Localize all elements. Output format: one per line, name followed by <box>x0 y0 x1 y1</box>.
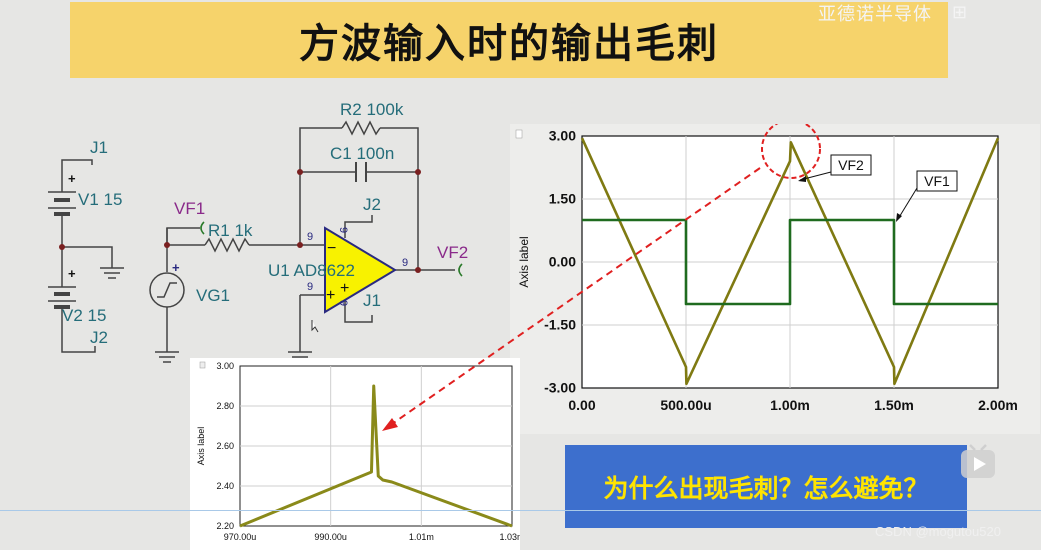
question-banner: 为什么出现毛刺？怎么避免？ <box>565 445 967 528</box>
y-tick-label: 1.50 <box>549 191 576 207</box>
u1-label: U1 AD8622 <box>268 261 355 280</box>
y-tick-label: 2.60 <box>216 441 234 451</box>
y-tick-label: -1.50 <box>544 317 576 333</box>
r2-label: R2 100k <box>340 100 404 119</box>
x-tick-label: 2.00m <box>978 397 1018 413</box>
r1-label: R1 1k <box>208 221 253 240</box>
x-tick-label: 1.00m <box>770 397 810 413</box>
opamp-plus-output: + <box>340 280 349 297</box>
v1-label: V1 15 <box>78 190 122 209</box>
j1-top-label: J1 <box>90 138 108 157</box>
pin-e: 9 <box>337 300 349 306</box>
y-tick-label: 2.40 <box>216 481 234 491</box>
j2-opamp-label: J2 <box>363 195 381 214</box>
y-tick-label: 2.80 <box>216 401 234 411</box>
v2-label: V2 15 <box>62 306 106 325</box>
pin-b: 9 <box>307 281 313 293</box>
pin-a: 9 <box>307 231 313 243</box>
x-tick-label: 1.50m <box>874 397 914 413</box>
zoom-waveform-chart: 970.00u 990.00u 1.01m 1.03m 3.00 2.80 2.60 2.40… <box>190 358 520 550</box>
opamp-minus: − <box>327 240 336 257</box>
brand-icon: ⊞ <box>952 2 968 23</box>
y-tick-label: 3.00 <box>216 361 234 371</box>
x-tick-label: 1.03m <box>499 532 520 542</box>
vf1-label: VF1 <box>174 199 205 218</box>
vg-plus: + <box>172 260 180 275</box>
csdn-credit: CSDN @mogutou520 <box>875 524 1001 539</box>
vg1-label: VG1 <box>196 286 230 305</box>
pin-c: 9 <box>402 257 408 269</box>
series-vf2-line <box>239 384 513 528</box>
video-play-icon[interactable] <box>958 442 998 482</box>
spike-highlight-circle <box>761 124 821 179</box>
zoom-y-axis-label: Axis label <box>196 427 206 466</box>
x-tick-label: 990.00u <box>314 532 347 542</box>
j1-opamp-label: J1 <box>363 291 381 310</box>
c1-label: C1 100n <box>330 144 394 163</box>
brand-logo-text: 亚德诺半导体 <box>818 4 932 25</box>
title-banner: 方波输入时的输出毛刺 <box>70 2 948 78</box>
y-tick-label: 3.00 <box>549 128 576 144</box>
v2-plus: + <box>68 266 76 281</box>
x-tick-label: 500.00u <box>660 397 711 413</box>
circuit-schematic: J1 V1 15 V2 15 J2 R1 1k VG1 R2 100k C1 1… <box>48 100 468 363</box>
divider-line <box>0 510 1041 511</box>
vf1-annotation-box <box>916 170 958 192</box>
vf1-annotation: VF1 <box>924 173 950 189</box>
main-waveform-chart: 0.00 500.00u 1.00m 1.50m 2.00m 3.00 1.50 0.00 -1… <box>510 124 1040 434</box>
pin-d: 9 <box>337 227 349 233</box>
y-tick-label: -3.00 <box>544 380 576 396</box>
question-text: 为什么出现毛刺？怎么避免？ <box>603 473 929 503</box>
vf2-label: VF2 <box>437 243 468 262</box>
opamp-plus-input: + <box>326 287 335 304</box>
x-tick-label: 970.00u <box>224 532 257 542</box>
x-tick-label: 0.00 <box>568 397 595 413</box>
vf2-annotation-box <box>830 154 872 176</box>
y-tick-label: 2.20 <box>216 521 234 531</box>
page-title: 方波输入时的输出毛刺 <box>299 21 719 67</box>
v1-plus: + <box>68 171 76 186</box>
y-tick-label: 0.00 <box>549 254 576 270</box>
main-y-axis-label: Axis label <box>517 236 531 287</box>
x-tick-label: 1.01m <box>409 532 434 542</box>
vf2-annotation: VF2 <box>838 157 864 173</box>
j2-bottom-label: J2 <box>90 328 108 347</box>
